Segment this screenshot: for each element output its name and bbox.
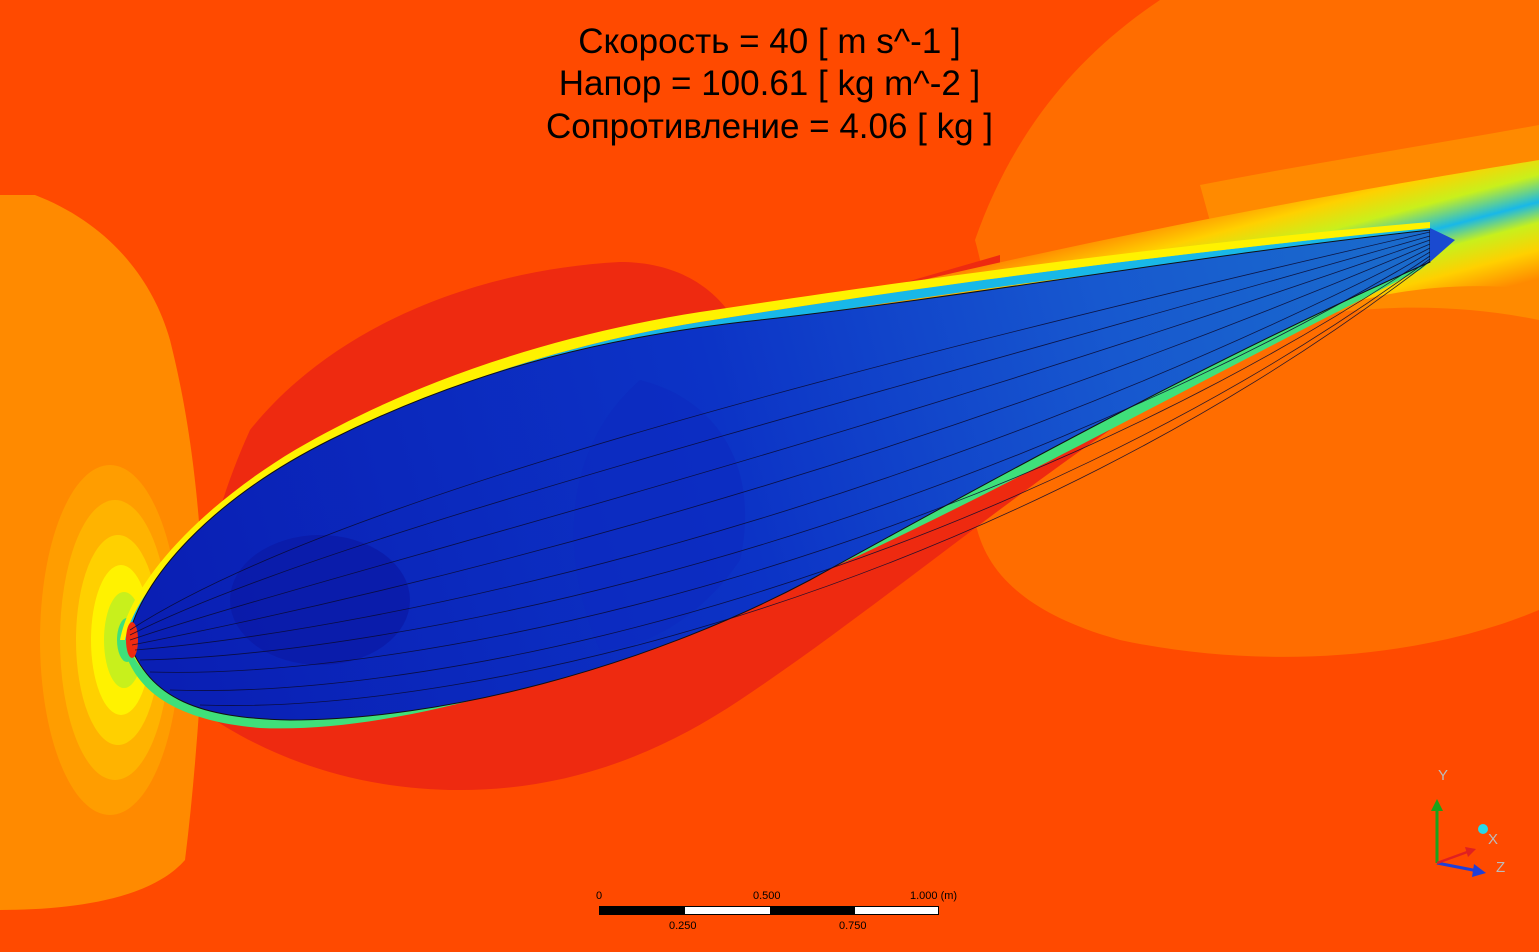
x-axis-arrow (1436, 849, 1471, 865)
scale-tick-0500: 0.500 (753, 890, 781, 902)
triad-origin-marker (1478, 824, 1488, 834)
speed-label: Скорость = 40 [ m s^-1 ] (578, 22, 961, 61)
axis-triad[interactable]: Y X Z (1420, 765, 1520, 885)
body-mid-zone (573, 380, 746, 650)
mesh-lines (129, 231, 1431, 706)
y-axis-head (1431, 799, 1443, 811)
x-axis-label: X (1488, 831, 1499, 848)
scale-seg-1 (600, 907, 685, 914)
triad-arrows (1431, 799, 1488, 877)
pressure-label: Напор = 100.61 [ kg m^-2 ] (558, 64, 981, 103)
y-axis-label: Y (1438, 767, 1449, 784)
boundary-layer-yellow (120, 222, 1430, 640)
x-axis-head (1465, 847, 1476, 857)
scale-tick-1000: 1.000 (m) (910, 890, 958, 902)
nose-tip (126, 622, 138, 658)
tail-cap (1430, 228, 1455, 262)
scale-seg-2 (685, 907, 770, 914)
scale-tick-0250: 0.250 (669, 920, 697, 932)
z-axis-arrow (1436, 861, 1479, 873)
scale-seg-4 (855, 907, 938, 914)
scale-bar (599, 906, 939, 915)
z-axis-head (1472, 864, 1486, 877)
scale-tick-0: 0 (596, 890, 603, 902)
scale-tick-0750: 0.750 (839, 920, 867, 932)
boundary-layer-band (125, 228, 1430, 640)
body-dark-zone (230, 535, 410, 665)
scale-seg-3 (770, 907, 855, 914)
z-axis-label: Z (1496, 859, 1506, 876)
drag-label: Сопротивление = 4.06 [ kg ] (545, 107, 994, 146)
